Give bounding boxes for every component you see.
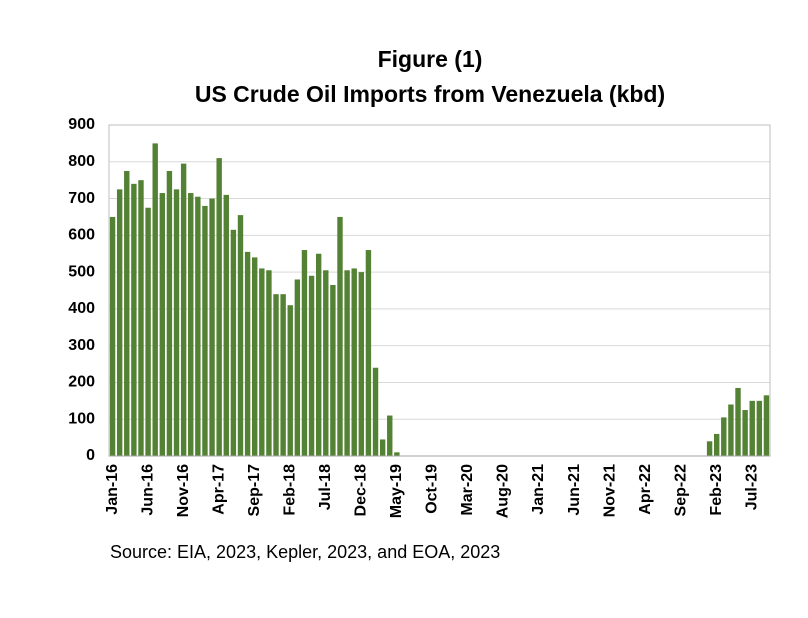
bar — [728, 404, 734, 456]
bar — [259, 268, 265, 456]
bar — [195, 196, 201, 456]
bar — [173, 189, 180, 456]
chart-title: Figure (1) — [378, 46, 483, 72]
bar — [280, 294, 286, 456]
bar — [323, 270, 329, 456]
bar — [387, 415, 393, 456]
bar — [237, 215, 244, 456]
y-tick-label: 0 — [86, 447, 95, 464]
bar — [742, 410, 748, 456]
bar — [244, 251, 251, 456]
x-tick-label: Sep-22 — [672, 464, 689, 517]
bar — [365, 250, 372, 456]
bar — [273, 294, 279, 456]
bar — [344, 270, 350, 456]
bar — [188, 193, 194, 457]
x-tick-label: Aug-20 — [495, 464, 512, 518]
x-tick-label: Nov-16 — [175, 464, 192, 517]
x-tick-label: Jan-16 — [104, 464, 121, 515]
bar — [159, 193, 166, 457]
bar — [735, 387, 741, 456]
y-tick-label: 500 — [68, 263, 95, 280]
bar — [756, 400, 763, 456]
bar — [180, 163, 187, 456]
bar — [109, 216, 116, 456]
x-tick-label: Apr-17 — [210, 464, 227, 515]
bar — [124, 170, 130, 456]
x-tick-label: Feb-18 — [281, 464, 298, 516]
bar — [372, 367, 379, 456]
x-tick-label: Jul-18 — [317, 464, 334, 510]
x-tick-label: May-19 — [388, 464, 405, 518]
y-tick-label: 800 — [68, 153, 95, 170]
bar — [209, 198, 215, 457]
bar — [330, 284, 336, 456]
y-tick-label: 700 — [68, 190, 95, 207]
bar — [301, 250, 308, 456]
x-tick-label: Feb-23 — [708, 464, 725, 516]
bar — [287, 305, 293, 456]
y-tick-label: 600 — [68, 227, 95, 244]
bar — [266, 270, 272, 456]
y-tick-label: 100 — [68, 410, 95, 427]
y-tick-label: 200 — [68, 374, 95, 391]
bar — [230, 229, 237, 456]
x-tick-label: Sep-17 — [246, 464, 263, 517]
bar — [145, 207, 151, 456]
bar — [252, 257, 258, 456]
bar — [315, 253, 322, 456]
chart-subtitle: US Crude Oil Imports from Venezuela (kbd… — [195, 81, 665, 107]
bar — [721, 417, 727, 456]
bar — [749, 400, 755, 456]
y-tick-label: 300 — [68, 337, 95, 354]
x-tick-label: Dec-18 — [353, 464, 370, 517]
bar — [202, 205, 208, 456]
x-tick-label: Apr-22 — [637, 464, 654, 515]
bar — [713, 433, 720, 456]
bar — [394, 452, 400, 456]
x-tick-label: Jul-23 — [743, 464, 760, 510]
x-tick-label: Mar-20 — [459, 464, 476, 516]
bar — [166, 170, 173, 456]
bar — [763, 395, 770, 456]
bar — [216, 158, 222, 456]
bar — [223, 194, 229, 456]
bar — [294, 279, 301, 456]
bar — [351, 268, 357, 456]
source-note: Source: EIA, 2023, Kepler, 2023, and EOA… — [110, 542, 500, 562]
bar — [131, 183, 137, 456]
bar — [706, 441, 713, 456]
x-tick-label: Oct-19 — [424, 464, 441, 514]
bar — [337, 216, 343, 456]
y-tick-label: 900 — [68, 116, 95, 133]
bar — [358, 272, 365, 456]
x-tick-label: Jun-21 — [566, 464, 583, 516]
x-tick-label: Jan-21 — [530, 464, 547, 515]
bar — [152, 143, 158, 456]
bar — [138, 180, 144, 456]
bar — [379, 439, 386, 456]
bar — [308, 275, 315, 456]
x-tick-label: Jun-16 — [139, 464, 156, 516]
x-tick-label: Nov-21 — [601, 464, 618, 517]
bar — [116, 189, 123, 456]
y-tick-label: 400 — [68, 300, 95, 317]
